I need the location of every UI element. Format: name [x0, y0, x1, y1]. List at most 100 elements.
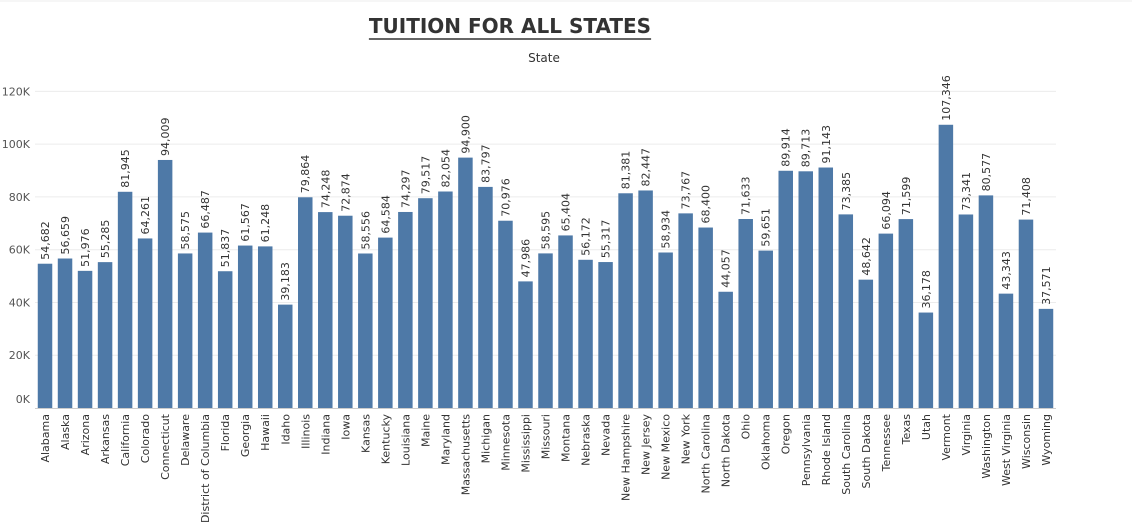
bar-value-label: 39,183	[279, 262, 292, 301]
bar	[358, 253, 373, 408]
x-category-label: Ohio	[740, 414, 753, 440]
bar	[278, 304, 293, 408]
y-tick-label: 80K	[9, 191, 31, 204]
bar-value-label: 82,054	[439, 149, 452, 188]
bar-value-label: 66,094	[880, 191, 893, 230]
bar-value-label: 81,381	[620, 151, 633, 190]
bar	[518, 281, 533, 408]
bar-value-label: 79,864	[299, 155, 312, 194]
bar-value-label: 55,285	[99, 220, 112, 259]
bar-value-label: 44,057	[720, 249, 733, 288]
x-category-label: Pennsylvania	[800, 414, 813, 486]
bar	[157, 159, 173, 408]
bar-value-label: 72,874	[339, 173, 352, 212]
bar-value-label: 71,599	[900, 177, 913, 216]
bar	[418, 198, 433, 408]
bar-value-label: 61,567	[239, 203, 252, 242]
bar	[257, 246, 273, 408]
bar	[538, 253, 553, 408]
x-category-label: Maine	[419, 414, 432, 447]
x-category-label: Louisiana	[399, 414, 412, 466]
x-category-label: Idaho	[279, 414, 292, 445]
bar-value-label: 94,900	[459, 115, 472, 154]
bar	[137, 238, 153, 408]
x-category-label: Oregon	[780, 414, 793, 454]
x-category-label: Minnesota	[499, 414, 512, 471]
bar	[37, 263, 53, 408]
y-tick-label: 60K	[9, 244, 31, 257]
x-category-label: Wyoming	[1040, 414, 1053, 466]
bar-value-label: 70,976	[499, 178, 512, 216]
x-category-label: Oklahoma	[760, 414, 773, 470]
bar	[478, 186, 493, 408]
bar-value-label: 74,248	[319, 170, 332, 209]
bar-value-label: 74,297	[399, 169, 412, 208]
x-category-label: Alaska	[59, 414, 72, 450]
bar	[938, 124, 954, 409]
bar	[978, 195, 994, 408]
bar	[237, 245, 253, 408]
bar	[498, 220, 513, 408]
x-category-label: Nebraska	[580, 414, 593, 466]
x-category-label: Washington	[980, 414, 993, 479]
x-category-label: Indiana	[319, 414, 332, 455]
y-tick-label: 0K	[16, 393, 31, 406]
bar	[618, 193, 633, 408]
bar-value-label: 43,343	[1000, 251, 1013, 289]
bar	[678, 213, 693, 408]
bar	[758, 250, 773, 408]
x-category-label: Iowa	[339, 414, 352, 440]
bar-value-label: 58,934	[660, 210, 673, 249]
x-category-label: Montana	[560, 414, 573, 462]
bar	[298, 197, 313, 408]
bar-value-label: 94,009	[159, 117, 172, 156]
bar-value-label: 36,178	[920, 270, 933, 309]
bar	[998, 293, 1014, 408]
category-labels: Alabama Alaska Arizona Arkansas California Co…	[39, 413, 1053, 523]
bar	[578, 259, 593, 408]
bar	[778, 170, 793, 408]
bar	[458, 157, 473, 408]
bar	[318, 212, 333, 408]
bar-value-label: 58,575	[179, 211, 192, 250]
x-category-label: Utah	[920, 414, 933, 440]
y-tick-label: 20K	[9, 349, 31, 362]
bar-value-label: 73,341	[960, 172, 973, 211]
bar-value-label: 73,767	[680, 171, 693, 210]
bar-value-label: 81,945	[119, 149, 132, 188]
bar	[638, 190, 653, 408]
x-category-label: South Dakota	[860, 414, 873, 488]
bar-value-label: 66,487	[199, 190, 212, 229]
x-category-label: Arizona	[79, 414, 92, 455]
x-category-label: Colorado	[139, 414, 152, 463]
bar-value-label: 82,447	[640, 148, 653, 187]
bars	[37, 124, 1054, 409]
bar-value-label: 51,837	[219, 229, 232, 268]
x-category-label: Texas	[900, 414, 913, 446]
bar-value-label: 80,577	[980, 153, 993, 191]
bar-value-label: 48,642	[860, 237, 873, 276]
x-category-label: New York	[680, 413, 693, 464]
bar-value-label: 71,633	[740, 177, 753, 216]
bar-value-label: 79,517	[419, 156, 432, 195]
x-category-label: Hawaii	[259, 414, 272, 451]
bar-value-label: 89,713	[800, 129, 813, 168]
bar	[858, 279, 874, 408]
bar-value-label: 56,659	[59, 216, 72, 255]
x-category-label: Illinois	[299, 414, 312, 449]
bar	[378, 237, 393, 408]
x-category-label: Kansas	[359, 414, 372, 453]
x-category-label: Connecticut	[159, 413, 172, 480]
bar	[838, 214, 854, 408]
bar	[197, 232, 213, 408]
x-category-label: California	[119, 414, 132, 466]
bar-value-label: 107,346	[940, 75, 953, 121]
bar	[97, 262, 113, 408]
bar-value-label: 61,248	[259, 204, 272, 243]
bar-value-label: 58,595	[540, 211, 553, 250]
bar	[117, 191, 133, 408]
bar-value-label: 91,143	[820, 125, 833, 164]
y-tick-label: 120K	[2, 85, 31, 98]
bar-value-label: 58,556	[359, 211, 372, 250]
